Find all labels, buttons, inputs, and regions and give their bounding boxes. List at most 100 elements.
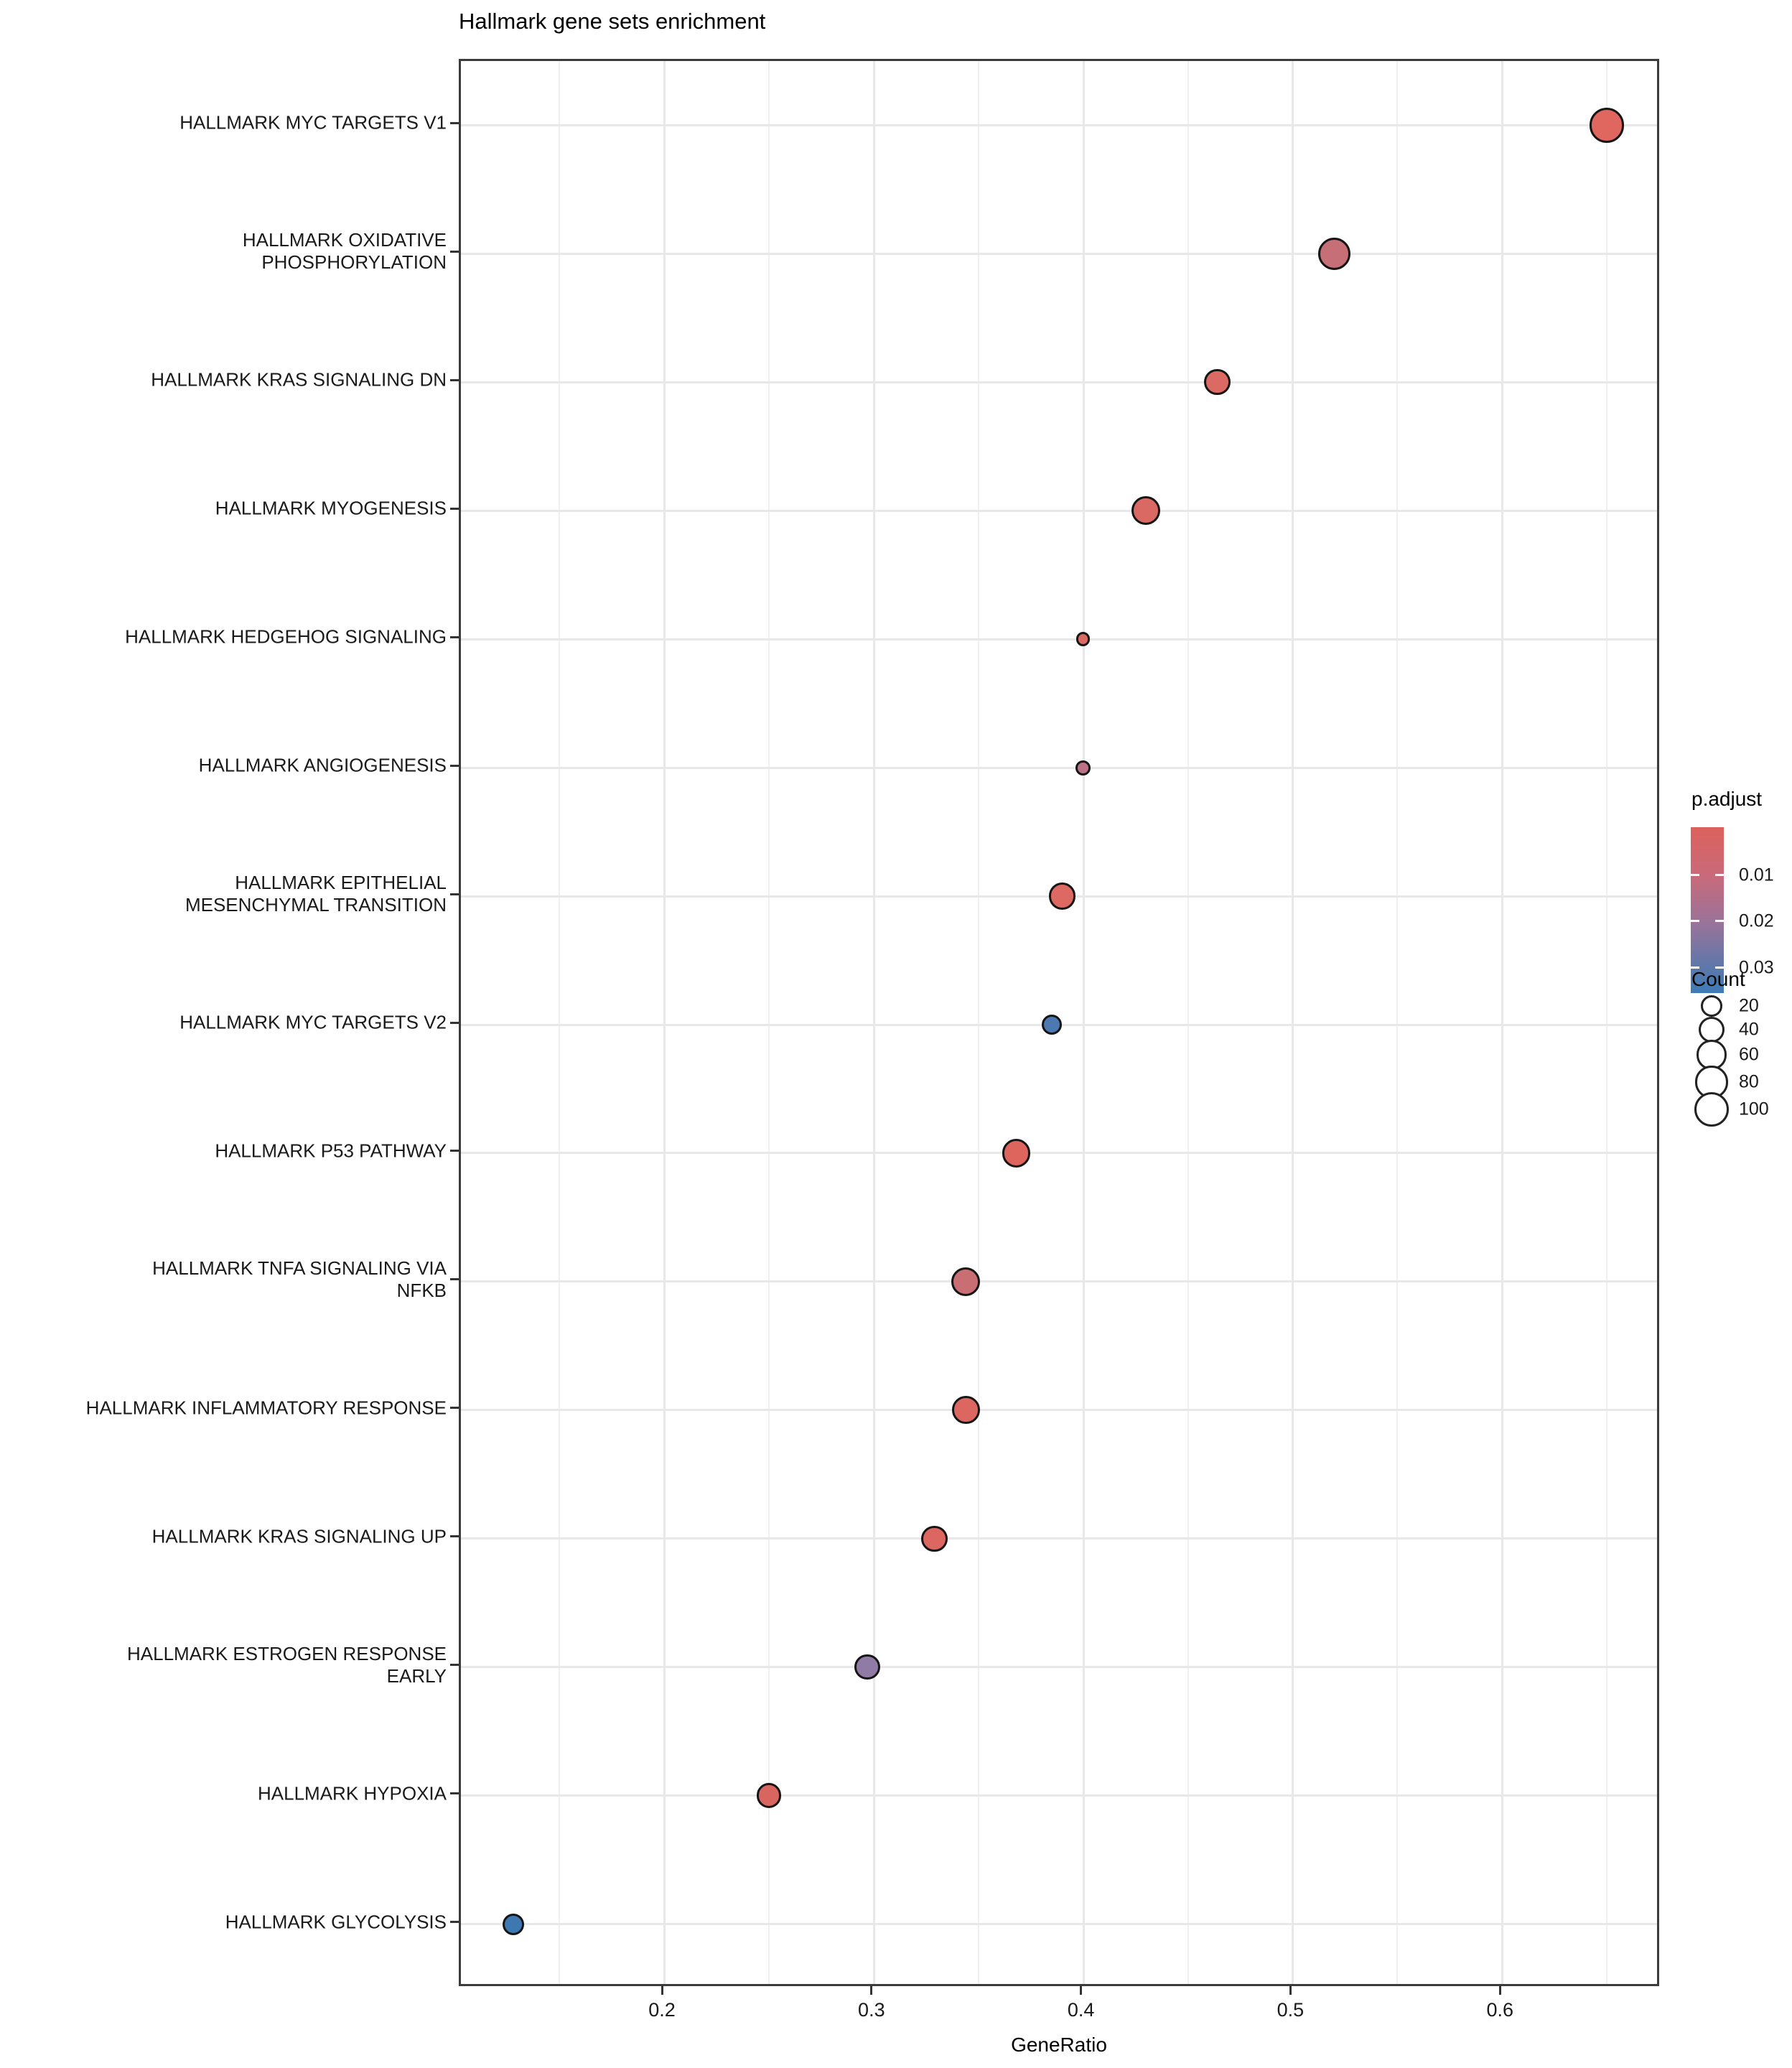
y-axis-label: HALLMARK EPITHELIAL MESENCHYMAL TRANSITIO… xyxy=(7,872,447,916)
plot-title: Hallmark gene sets enrichment xyxy=(459,9,766,34)
y-axis-label: HALLMARK HYPOXIA xyxy=(7,1782,447,1804)
data-point xyxy=(951,1396,980,1425)
x-axis-tick xyxy=(1498,1986,1501,1995)
colorbar-tick-left xyxy=(1691,967,1699,969)
data-point xyxy=(854,1654,880,1680)
y-axis-label: HALLMARK KRAS SIGNALING UP xyxy=(7,1525,447,1547)
y-axis-tick xyxy=(450,1535,459,1538)
gridline-minor-vertical xyxy=(767,61,770,1984)
data-point xyxy=(1002,1139,1030,1168)
y-axis-label-line: MESENCHYMAL TRANSITION xyxy=(185,894,447,916)
y-axis-tick xyxy=(450,1921,459,1924)
x-axis-tick-label: 0.5 xyxy=(1277,1999,1305,2021)
y-axis-label: HALLMARK HEDGEHOG SIGNALING xyxy=(7,626,447,648)
count-legend-label: 40 xyxy=(1739,1019,1759,1040)
count-legend-label: 100 xyxy=(1739,1099,1769,1119)
y-axis-label-line: HALLMARK MYOGENESIS xyxy=(215,497,447,519)
count-legend-circle xyxy=(1700,995,1722,1017)
y-axis-label-line: HALLMARK MYC TARGETS V2 xyxy=(179,1011,447,1033)
data-point xyxy=(756,1783,782,1808)
gridline-horizontal xyxy=(461,1923,1657,1926)
y-axis-label: HALLMARK KRAS SIGNALING DN xyxy=(7,369,447,391)
y-axis-label-line: HALLMARK ESTROGEN RESPONSE xyxy=(127,1642,447,1664)
count-legend-circle xyxy=(1694,1091,1730,1127)
data-point xyxy=(1204,369,1231,396)
x-axis-tick-label: 0.3 xyxy=(858,1999,885,2021)
gridline-minor-vertical xyxy=(1396,61,1399,1984)
gridline-horizontal xyxy=(461,766,1657,769)
count-legend-label: 80 xyxy=(1739,1071,1759,1092)
data-point xyxy=(1318,237,1351,270)
gridline-major-vertical xyxy=(663,61,666,1984)
colorbar-tick-left xyxy=(1691,920,1699,923)
y-axis-label-line: HALLMARK P53 PATHWAY xyxy=(215,1140,447,1162)
y-axis-label-line: HALLMARK HYPOXIA xyxy=(258,1782,447,1804)
y-axis-tick xyxy=(450,1407,459,1410)
data-point xyxy=(1041,1015,1062,1035)
gridline-horizontal xyxy=(461,1280,1657,1283)
count-legend-title: Count xyxy=(1691,968,1745,990)
y-axis-tick xyxy=(450,635,459,638)
colorbar-tick-right xyxy=(1715,874,1724,877)
x-axis-tick xyxy=(1289,1986,1292,1995)
plot-panel xyxy=(459,59,1659,1986)
y-axis-label-line: HALLMARK INFLAMMATORY RESPONSE xyxy=(85,1397,447,1419)
y-axis-label: HALLMARK P53 PATHWAY xyxy=(7,1140,447,1162)
gridline-horizontal xyxy=(461,1152,1657,1155)
y-axis-label: HALLMARK ESTROGEN RESPONSE EARLY xyxy=(7,1643,447,1687)
y-axis-tick xyxy=(450,1150,459,1152)
x-axis-title: GeneRatio xyxy=(1011,2034,1107,2056)
y-axis-label-line: HALLMARK KRAS SIGNALING DN xyxy=(151,368,447,391)
gridline-horizontal xyxy=(461,252,1657,255)
x-axis-tick xyxy=(870,1986,873,1995)
y-axis-label: HALLMARK MYC TARGETS V2 xyxy=(7,1012,447,1034)
y-axis-tick xyxy=(450,121,459,124)
y-axis-tick xyxy=(450,893,459,895)
colorbar-tick-left xyxy=(1691,874,1699,877)
y-axis-label-line: HALLMARK TNFA SIGNALING VIA xyxy=(152,1257,447,1279)
count-legend-label: 20 xyxy=(1739,995,1759,1016)
y-axis-tick xyxy=(450,250,459,253)
x-axis-tick-label: 0.6 xyxy=(1486,1999,1513,2021)
padjust-colorbar xyxy=(1691,827,1724,993)
gridline-minor-vertical xyxy=(559,61,561,1984)
y-axis-tick xyxy=(450,378,459,381)
y-axis-label-line: EARLY xyxy=(386,1664,447,1687)
y-axis-label-line: HALLMARK ANGIOGENESIS xyxy=(198,754,447,776)
y-axis-label-line: HALLMARK EPITHELIAL xyxy=(235,872,447,894)
gridline-horizontal xyxy=(461,1666,1657,1669)
padjust-tick-label: 0.02 xyxy=(1739,910,1774,931)
y-axis-label-line: NFKB xyxy=(396,1279,447,1301)
y-axis-label-line: HALLMARK MYC TARGETS V1 xyxy=(179,111,447,134)
padjust-tick-label: 0.01 xyxy=(1739,865,1774,885)
y-axis-label: HALLMARK GLYCOLYSIS xyxy=(7,1911,447,1933)
data-point xyxy=(1075,760,1091,776)
gridline-horizontal xyxy=(461,381,1657,383)
y-axis-label: HALLMARK MYOGENESIS xyxy=(7,498,447,520)
gridline-minor-vertical xyxy=(1606,61,1608,1984)
gridline-major-vertical xyxy=(872,61,875,1984)
y-axis-label-line: HALLMARK OXIDATIVE xyxy=(242,229,447,251)
x-axis-tick-label: 0.4 xyxy=(1067,1999,1095,2021)
gridline-major-vertical xyxy=(1082,61,1085,1984)
count-legend-label: 60 xyxy=(1739,1044,1759,1065)
x-axis-tick xyxy=(1080,1986,1083,1995)
data-point xyxy=(1075,632,1091,647)
colorbar-tick-right xyxy=(1715,920,1724,923)
gridline-minor-vertical xyxy=(977,61,979,1984)
colorbar-tick-right xyxy=(1715,967,1724,969)
gridline-horizontal xyxy=(461,1409,1657,1412)
padjust-tick-label: 0.03 xyxy=(1739,957,1774,978)
gridline-horizontal xyxy=(461,1537,1657,1540)
y-axis-tick xyxy=(450,1278,459,1281)
data-point xyxy=(921,1525,948,1552)
data-point xyxy=(502,1913,524,1935)
data-point xyxy=(1048,882,1076,910)
gridline-minor-vertical xyxy=(1187,61,1189,1984)
gridline-horizontal xyxy=(461,509,1657,512)
y-axis-label-line: HALLMARK HEDGEHOG SIGNALING xyxy=(125,625,447,648)
y-axis-label: HALLMARK OXIDATIVE PHOSPHORYLATION xyxy=(7,229,447,274)
x-axis-tick-label: 0.2 xyxy=(648,1999,676,2021)
y-axis-label-line: HALLMARK GLYCOLYSIS xyxy=(225,1911,447,1933)
